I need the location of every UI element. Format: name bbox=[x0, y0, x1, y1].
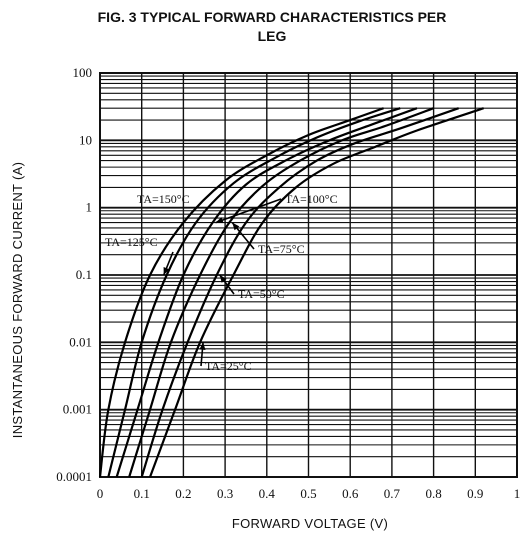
annotation-label: TA=100°C bbox=[285, 192, 338, 206]
curve-2 bbox=[107, 107, 401, 478]
curve-6 bbox=[149, 107, 484, 478]
annotation-arrowhead bbox=[163, 267, 170, 275]
y-tick-labels: 0.0001 0.001 0.01 0.1 1 10 100 bbox=[56, 65, 92, 484]
curves bbox=[98, 107, 484, 478]
x-tick-label: 0.7 bbox=[384, 486, 401, 501]
y-tick-label: 0.1 bbox=[76, 267, 92, 282]
annotation-arrowhead bbox=[232, 222, 240, 231]
x-tick-label: 0.8 bbox=[425, 486, 441, 501]
annotation-arrowhead bbox=[219, 275, 227, 283]
plot-frame bbox=[99, 72, 518, 478]
annotation-label: TA=75°C bbox=[258, 242, 305, 256]
curve-3 bbox=[115, 107, 418, 478]
x-tick-label: 0 bbox=[97, 486, 104, 501]
x-tick-label: 0.9 bbox=[467, 486, 483, 501]
curve-4 bbox=[128, 107, 434, 478]
x-tick-label: 0.1 bbox=[134, 486, 150, 501]
annotation-arrow-line bbox=[215, 198, 282, 224]
x-tick-labels: 0 0.1 0.2 0.3 0.4 0.5 0.6 0.7 0.8 0.9 1 bbox=[97, 486, 521, 501]
y-axis-label: INSTANTANEOUS FORWARD CURRENT (A) bbox=[10, 162, 25, 438]
y-tick-label: 100 bbox=[73, 65, 93, 80]
annotation-arrowhead bbox=[215, 217, 224, 224]
curve-5 bbox=[140, 107, 459, 478]
y-tick-label: 0.0001 bbox=[56, 469, 92, 484]
x-tick-label: 0.2 bbox=[175, 486, 191, 501]
x-tick-label: 0.6 bbox=[342, 486, 359, 501]
annotation-label: TA=25°C bbox=[205, 359, 252, 373]
x-axis-label: FORWARD VOLTAGE (V) bbox=[232, 516, 388, 531]
annotation-label: TA=150°C bbox=[137, 192, 190, 206]
annotation-label: TA=50°C bbox=[238, 287, 285, 301]
grid bbox=[100, 73, 517, 478]
annotation-arrowhead bbox=[199, 342, 206, 350]
curve-1 bbox=[98, 107, 384, 478]
x-tick-label: 0.3 bbox=[217, 486, 233, 501]
annotation-label: TA=125°C bbox=[105, 235, 158, 249]
chart-title-line-2: LEG bbox=[258, 28, 287, 44]
y-tick-label: 0.001 bbox=[63, 402, 92, 417]
x-tick-label: 0.5 bbox=[300, 486, 316, 501]
x-tick-label: 0.4 bbox=[259, 486, 276, 501]
chart-title-line-1: FIG. 3 TYPICAL FORWARD CHARACTERISTICS P… bbox=[98, 9, 447, 25]
y-tick-label: 0.01 bbox=[69, 334, 92, 349]
x-tick-label: 1 bbox=[514, 486, 521, 501]
y-tick-label: 10 bbox=[79, 132, 92, 147]
annotations: TA=150°C TA=100°C TA=125°C TA=75°C TA=50°C TA… bbox=[105, 192, 338, 373]
y-tick-label: 1 bbox=[86, 200, 93, 215]
